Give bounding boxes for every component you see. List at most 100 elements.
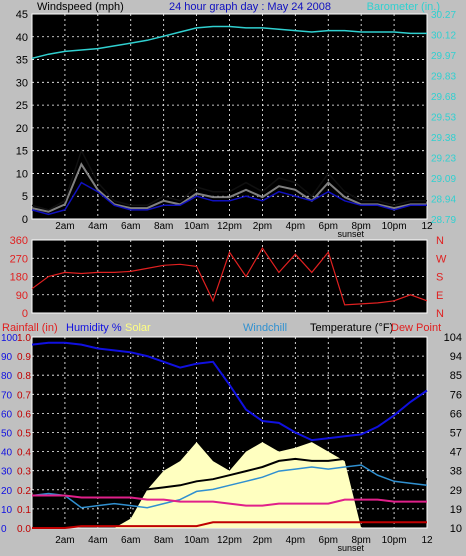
wind-y-tick: 10 (16, 168, 28, 180)
series-wind-gust (31, 162, 427, 213)
temperature-axis-title: Temperature (°F) (310, 322, 393, 334)
series-rainfall (32, 521, 427, 529)
x-tick-label: 12pm (217, 221, 242, 232)
humidity-y-tick: 20 (1, 486, 13, 497)
x-tick-label: 6am (121, 535, 140, 546)
barometer-y-tick: 29.23 (431, 154, 456, 165)
chart-title: 24 hour graph day : May 24 2008 (169, 1, 331, 13)
windchill-legend: Windchill (243, 322, 287, 334)
sunset-label: sunset (337, 229, 364, 239)
humidity-y-tick: 70 (1, 390, 13, 401)
wind-y-tick: 45 (16, 9, 28, 21)
series-humidity (31, 341, 428, 442)
barometer-y-tick: 28.79 (431, 215, 456, 226)
rain-y-tick: 0.4 (17, 448, 31, 459)
x-tick-label: 6pm (319, 221, 338, 232)
barometer-y-tick: 30.12 (431, 31, 456, 42)
temperature-y-tick: 10 (450, 523, 462, 535)
rain-y-tick: 0.3 (17, 467, 31, 478)
temperature-y-tick: 76 (450, 389, 462, 401)
wind-y-tick: 0 (22, 214, 28, 226)
wind-y-tick: 15 (16, 146, 28, 158)
rain-y-tick: 0.0 (17, 524, 31, 535)
direction-y-tick: 90 (16, 290, 28, 302)
x-tick-label: 6am (121, 221, 140, 232)
barometer-y-tick: 28.94 (431, 195, 456, 206)
wind-y-tick: 40 (16, 32, 28, 44)
wind-y-tick: 5 (22, 191, 28, 203)
x-tick-label: 10pm (382, 535, 407, 546)
compass-y-tick: S (436, 272, 443, 284)
barometer-y-tick: 29.83 (431, 72, 456, 83)
barometer-y-tick: 29.09 (431, 174, 456, 185)
x-tick-label: 8am (154, 535, 173, 546)
temperature-y-tick: 104 (444, 332, 462, 344)
compass-y-tick: N (436, 235, 444, 247)
sunset-label: sunset (337, 543, 364, 553)
x-tick-label: 4pm (286, 535, 305, 546)
rain-y-tick: 0.2 (17, 486, 31, 497)
humidity-y-tick: 30 (1, 467, 13, 478)
temperature-y-tick: 19 (450, 504, 462, 516)
solar-legend: Solar (125, 322, 151, 334)
rain-y-tick: 0.9 (17, 352, 31, 363)
x-tick-label: 12 (421, 221, 433, 232)
barometer-y-tick: 29.68 (431, 92, 456, 103)
series-temperature (32, 455, 428, 493)
barometer-y-tick: 29.53 (431, 113, 456, 124)
barometer-y-tick: 29.38 (431, 133, 456, 144)
series-wind-direction (31, 246, 428, 306)
temperature-y-tick: 29 (450, 485, 462, 497)
x-tick-label: 2pm (253, 535, 272, 546)
rainfall-axis-title: Rainfall (in) (2, 322, 58, 334)
wind-y-tick: 25 (16, 100, 28, 112)
temperature-y-tick: 94 (450, 351, 462, 363)
x-tick-label: 2am (55, 221, 74, 232)
x-tick-label: 10am (184, 221, 209, 232)
windspeed-axis-title: Windspeed (mph) (37, 1, 124, 13)
direction-y-tick: 0 (22, 308, 28, 320)
dewpoint-legend: Dew Point (391, 322, 441, 334)
compass-y-tick: N (436, 308, 444, 320)
x-tick-label: 6pm (319, 535, 338, 546)
compass-y-tick: W (436, 253, 447, 265)
barometer-y-tick: 29.97 (431, 51, 456, 62)
compass-y-tick: E (436, 290, 443, 302)
series-dewpoint (32, 494, 427, 507)
x-tick-label: 2am (55, 535, 74, 546)
temperature-y-tick: 85 (450, 370, 462, 382)
x-tick-label: 8pm (351, 221, 370, 232)
humidity-axis-title: Humidity % (66, 322, 122, 334)
wind-y-tick: 35 (16, 55, 28, 67)
x-tick-label: 8pm (351, 535, 370, 546)
humidity-y-tick: 100 (1, 333, 18, 344)
rain-y-tick: 0.7 (17, 390, 31, 401)
series-barometer (31, 25, 427, 60)
temperature-y-tick: 38 (450, 466, 462, 478)
wind-y-tick: 30 (16, 77, 28, 89)
direction-y-tick: 270 (10, 253, 28, 265)
x-tick-label: 8am (154, 221, 173, 232)
series-windspeed (31, 148, 427, 211)
rain-y-tick: 0.1 (17, 505, 31, 516)
rain-y-tick: 0.6 (17, 409, 31, 420)
series-windchill (31, 464, 428, 509)
x-tick-label: 12 (421, 535, 433, 546)
series-windspeed-average (31, 181, 427, 216)
rain-y-tick: 0.8 (17, 371, 31, 382)
humidity-y-tick: 50 (1, 429, 13, 440)
temperature-y-tick: 57 (450, 428, 462, 440)
humidity-y-tick: 0 (1, 524, 7, 535)
temperature-y-tick: 47 (450, 447, 462, 459)
x-tick-label: 12pm (217, 535, 242, 546)
barometer-y-tick: 30.27 (431, 10, 456, 21)
x-tick-label: 2pm (253, 221, 272, 232)
temperature-y-tick: 66 (450, 408, 462, 420)
rain-y-tick: 1.0 (17, 333, 31, 344)
humidity-y-tick: 60 (1, 409, 13, 420)
humidity-y-tick: 80 (1, 371, 13, 382)
x-tick-label: 4am (88, 221, 107, 232)
direction-y-tick: 360 (10, 235, 28, 247)
humidity-y-tick: 10 (1, 505, 13, 516)
